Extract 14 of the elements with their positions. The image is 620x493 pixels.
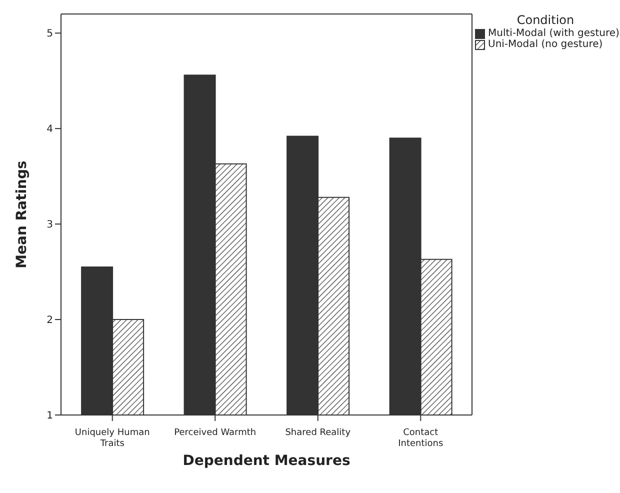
- legend-title: Condition: [516, 13, 576, 27]
- y-tick-label: 5: [46, 28, 53, 40]
- x-tick-label: Shared Reality: [285, 428, 352, 438]
- y-tick-label: 1: [46, 410, 53, 422]
- x-axis-title: Dependent Measures: [182, 453, 350, 469]
- x-tick-label: Contact Intentions: [398, 428, 444, 449]
- y-tick-label: 4: [46, 124, 53, 136]
- x-tick-label: Perceived Warmth: [174, 428, 256, 438]
- legend-label: Multi-Modal (with gesture): [488, 28, 620, 39]
- legend-label: Uni-Modal (no gesture): [488, 39, 603, 50]
- y-tick-label: 2: [46, 315, 53, 326]
- y-tick-label: 3: [46, 220, 53, 231]
- x-tick-label: Uniquely Human Traits: [74, 428, 150, 449]
- y-axis-title: Mean Ratings: [14, 160, 30, 268]
